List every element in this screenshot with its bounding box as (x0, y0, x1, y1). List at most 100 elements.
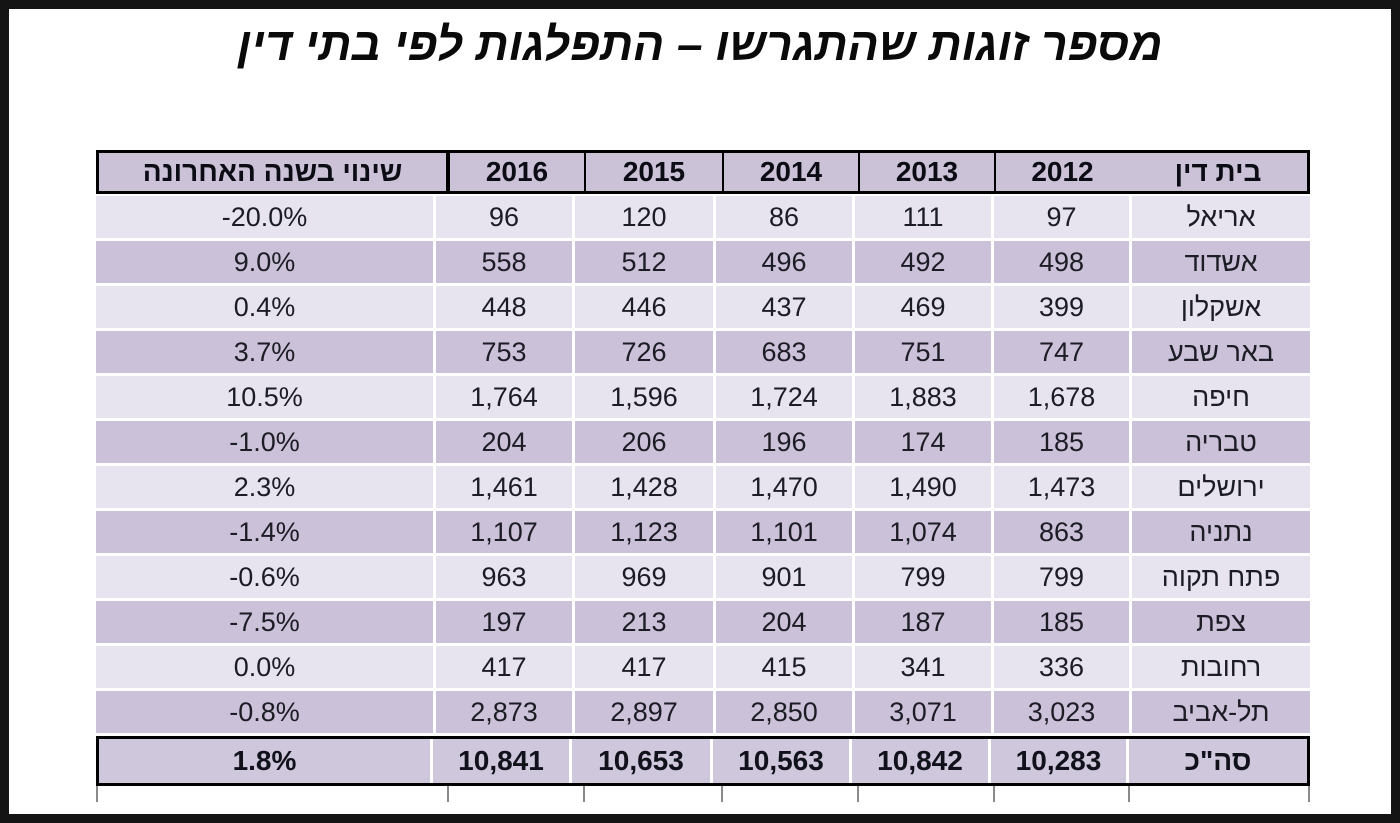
total-2014: 10,563 (713, 739, 849, 783)
cell-court: ירושלים (1132, 466, 1310, 508)
cell-change: 3.7% (96, 331, 433, 373)
cell-change: 10.5% (96, 376, 433, 418)
cell-year-2015: 1,123 (575, 511, 713, 553)
cell-court: אריאל (1132, 196, 1310, 238)
cell-change: 0.4% (96, 286, 433, 328)
cell-year-2015: 969 (575, 556, 713, 598)
cell-court: טבריה (1132, 421, 1310, 463)
cell-year-2013: 1,883 (855, 376, 991, 418)
cell-year-2013: 174 (855, 421, 991, 463)
cell-year-2012: 399 (994, 286, 1129, 328)
cell-year-2014: 196 (716, 421, 852, 463)
cell-year-2014: 2,850 (716, 691, 852, 733)
cell-year-2016: 417 (436, 646, 572, 688)
cell-year-2012: 799 (994, 556, 1129, 598)
cell-court: תל-אביב (1132, 691, 1310, 733)
cell-court: חיפה (1132, 376, 1310, 418)
cell-year-2012: 747 (994, 331, 1129, 373)
cell-year-2016: 1,461 (436, 466, 572, 508)
cell-change: 0.0% (96, 646, 433, 688)
stub-cell (585, 786, 723, 802)
empty-next-row-stub (96, 786, 1310, 802)
cell-year-2012: 185 (994, 601, 1129, 643)
cell-year-2015: 120 (575, 196, 713, 238)
cell-year-2016: 1,764 (436, 376, 572, 418)
cell-year-2013: 187 (855, 601, 991, 643)
cell-year-2015: 213 (575, 601, 713, 643)
cell-change: 2.3% (96, 466, 433, 508)
header-change: שינוי בשנה האחרונה (99, 153, 448, 191)
cell-year-2016: 2,873 (436, 691, 572, 733)
cell-year-2014: 901 (716, 556, 852, 598)
cell-year-2015: 1,596 (575, 376, 713, 418)
cell-year-2016: 753 (436, 331, 572, 373)
cell-year-2012: 185 (994, 421, 1129, 463)
cell-year-2015: 2,897 (575, 691, 713, 733)
cell-year-2016: 96 (436, 196, 572, 238)
cell-year-2014: 496 (716, 241, 852, 283)
stub-cell (98, 786, 449, 802)
cell-year-2013: 1,490 (855, 466, 991, 508)
total-2012: 10,283 (991, 739, 1126, 783)
cell-court: צפת (1132, 601, 1310, 643)
cell-change: 9.0% (96, 241, 433, 283)
stub-cell (859, 786, 995, 802)
cell-court: נתניה (1132, 511, 1310, 553)
cell-year-2014: 1,101 (716, 511, 852, 553)
header-2012: 2012 (994, 153, 1129, 191)
cell-year-2015: 1,428 (575, 466, 713, 508)
cell-year-2016: 448 (436, 286, 572, 328)
cell-year-2013: 469 (855, 286, 991, 328)
cell-year-2014: 86 (716, 196, 852, 238)
table-total-row: סה"כ 10,283 10,842 10,563 10,653 10,841 … (96, 736, 1310, 786)
cell-change: -7.5% (96, 601, 433, 643)
cell-court: אשדוד (1132, 241, 1310, 283)
cell-year-2015: 512 (575, 241, 713, 283)
cell-year-2016: 204 (436, 421, 572, 463)
cell-year-2016: 963 (436, 556, 572, 598)
cell-year-2014: 683 (716, 331, 852, 373)
cell-change: -0.8% (96, 691, 433, 733)
cell-court: פתח תקוה (1132, 556, 1310, 598)
cell-year-2015: 446 (575, 286, 713, 328)
table-body: אריאל 97 111 86 120 96 -20.0% אשדוד 498 492 496 512… (96, 196, 1310, 733)
table-header-row: בית דין 2012 2013 2014 2015 2016 שינוי ב… (96, 150, 1310, 194)
cell-change: -1.0% (96, 421, 433, 463)
stub-cell (1130, 786, 1308, 802)
page-title: מספר זוגות שהתגרשו – התפלגות לפי בתי דין (237, 18, 1163, 70)
header-2014: 2014 (722, 153, 858, 191)
header-court: בית דין (1174, 156, 1262, 187)
cell-year-2013: 1,074 (855, 511, 991, 553)
total-change: 1.8% (99, 739, 430, 783)
cell-year-2013: 111 (855, 196, 991, 238)
stub-cell (995, 786, 1130, 802)
cell-year-2016: 1,107 (436, 511, 572, 553)
header-2013: 2013 (858, 153, 994, 191)
cell-year-2015: 206 (575, 421, 713, 463)
cell-change: -1.4% (96, 511, 433, 553)
cell-year-2012: 1,678 (994, 376, 1129, 418)
cell-year-2014: 415 (716, 646, 852, 688)
cell-year-2012: 1,473 (994, 466, 1129, 508)
stub-cell (449, 786, 585, 802)
cell-year-2013: 492 (855, 241, 991, 283)
cell-court: רחובות (1132, 646, 1310, 688)
cell-year-2016: 558 (436, 241, 572, 283)
cell-year-2012: 97 (994, 196, 1129, 238)
cell-year-2012: 3,023 (994, 691, 1129, 733)
cell-change: -20.0% (96, 196, 433, 238)
cell-year-2014: 204 (716, 601, 852, 643)
cell-court: אשקלון (1132, 286, 1310, 328)
cell-year-2013: 341 (855, 646, 991, 688)
cell-change: -0.6% (96, 556, 433, 598)
cell-year-2014: 437 (716, 286, 852, 328)
cell-year-2013: 799 (855, 556, 991, 598)
total-court-label: סה"כ (1129, 739, 1307, 783)
cell-year-2012: 863 (994, 511, 1129, 553)
cell-year-2013: 3,071 (855, 691, 991, 733)
cell-year-2012: 336 (994, 646, 1129, 688)
cell-year-2016: 197 (436, 601, 572, 643)
cell-year-2014: 1,724 (716, 376, 852, 418)
header-2015: 2015 (584, 153, 722, 191)
divorce-courts-table: בית דין 2012 2013 2014 2015 2016 שינוי ב… (96, 150, 1310, 802)
